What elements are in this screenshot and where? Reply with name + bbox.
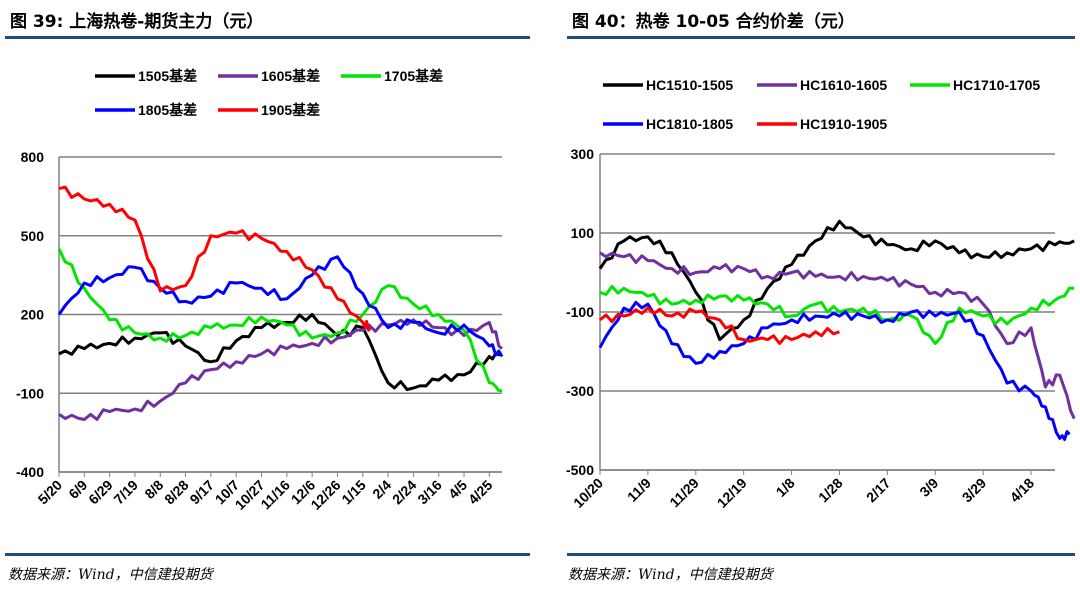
left-bottom-rule [5, 553, 530, 556]
right-y-tick-label: 300 [571, 146, 595, 162]
right-x-tick-label: 1/8 [773, 475, 798, 500]
right-x-tick-label: 3/9 [916, 475, 941, 500]
left-series-line-0 [58, 313, 503, 392]
left-top-rule [5, 36, 530, 39]
left-x-tick-label: 5/20 [35, 477, 66, 508]
right-series-line-0 [598, 219, 1075, 342]
right-chart-title: 图 40：热卷 10-05 合约价差（元） [572, 12, 855, 32]
right-legend-label: HC1610-1605 [800, 77, 887, 93]
left-legend-label: 1705基差 [384, 68, 443, 84]
left-y-tick-label: 200 [21, 307, 45, 323]
right-source-note: 数据来源：Wind，中信建投期货 [568, 567, 773, 583]
right-x-tick-label: 2/17 [863, 475, 894, 506]
right-x-tick-label: 1/28 [815, 475, 846, 506]
left-legend-label: 1505基差 [138, 68, 197, 84]
right-top-rule [567, 36, 1075, 39]
left-x-tick-label: 9/17 [186, 477, 217, 508]
left-legend-label: 1905基差 [261, 102, 320, 118]
right-y-tick-label: 100 [571, 225, 595, 241]
left-series-line-3 [57, 255, 504, 358]
left-x-tick-label: 7/19 [110, 477, 141, 508]
right-y-tick-label: -500 [566, 462, 594, 478]
left-y-tick-label: -400 [16, 464, 44, 480]
left-x-tick-label: 1/15 [338, 477, 369, 508]
left-y-tick-label: 500 [21, 228, 45, 244]
right-y-tick-label: -300 [566, 383, 594, 399]
right-series-line-3 [598, 300, 1071, 441]
left-series-line-2 [57, 248, 503, 393]
left-x-tick-label: 2/24 [389, 477, 420, 508]
right-x-tick-label: 11/29 [666, 475, 702, 511]
left-series-line-1 [58, 318, 503, 421]
right-x-tick-label: 10/20 [570, 475, 606, 511]
left-x-tick-label: 3/16 [414, 477, 445, 508]
left-x-tick-label: 6/29 [85, 477, 116, 508]
left-x-tick-label: 11/16 [257, 477, 293, 513]
left-legend-label: 1805基差 [138, 102, 197, 118]
left-series-line-4 [58, 185, 372, 332]
right-x-tick-label: 11/9 [624, 475, 654, 505]
left-x-tick-label: 4/25 [465, 477, 496, 508]
left-source-note: 数据来源：Wind，中信建投期货 [8, 567, 213, 583]
right-y-tick-label: -100 [566, 304, 594, 320]
right-x-tick-label: 4/18 [1007, 475, 1038, 506]
right-series-line-4 [599, 306, 840, 345]
right-legend-label: HC1710-1705 [953, 77, 1040, 93]
right-legend-label: HC1810-1805 [646, 116, 733, 132]
right-series-line-2 [599, 284, 1075, 346]
left-legend-label: 1605基差 [261, 68, 320, 84]
left-y-tick-label: -100 [16, 385, 44, 401]
right-bottom-rule [567, 553, 1075, 556]
right-x-tick-label: 3/29 [959, 475, 990, 506]
left-chart-title: 图 39: 上海热卷-期货主力（元） [10, 12, 264, 32]
right-series-line-1 [599, 251, 1076, 420]
left-y-tick-label: 800 [21, 149, 45, 165]
right-legend-label: HC1510-1505 [646, 77, 733, 93]
right-x-tick-label: 12/19 [714, 475, 750, 511]
left-x-tick-label: 8/28 [161, 477, 192, 508]
right-legend-label: HC1910-1905 [800, 116, 887, 132]
